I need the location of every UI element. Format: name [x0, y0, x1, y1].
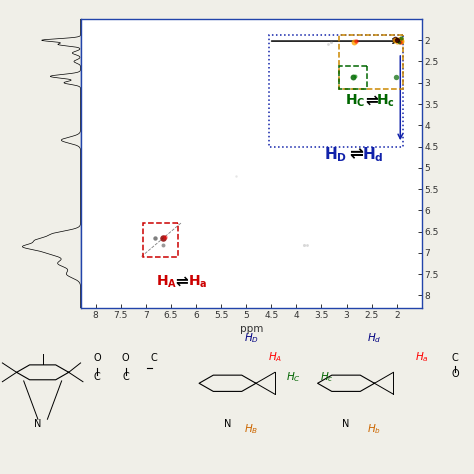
Bar — [339, 66, 367, 89]
Text: $\mathbf{H_d}$: $\mathbf{H_d}$ — [362, 145, 384, 164]
Point — [392, 36, 399, 44]
Point — [351, 72, 358, 80]
Text: O: O — [451, 369, 459, 379]
Text: $H_B$: $H_B$ — [244, 422, 258, 436]
Text: $\mathbf{\rightleftharpoons}$: $\mathbf{\rightleftharpoons}$ — [363, 93, 380, 108]
Text: $\mathbf{H_D}$: $\mathbf{H_D}$ — [324, 145, 347, 164]
Text: $\mathbf{\rightleftharpoons}$: $\mathbf{\rightleftharpoons}$ — [346, 145, 365, 163]
Text: C: C — [452, 354, 458, 364]
Point — [394, 38, 401, 46]
Text: $\mathbf{H_A}$: $\mathbf{H_A}$ — [156, 273, 178, 290]
Point — [324, 41, 332, 48]
Point — [392, 36, 400, 43]
Point — [161, 233, 169, 240]
Text: $\mathbf{H_C}$: $\mathbf{H_C}$ — [346, 92, 366, 109]
Point — [392, 37, 400, 45]
Text: N: N — [34, 419, 42, 429]
Text: C: C — [151, 354, 157, 364]
Text: $\mathbf{H_c}$: $\mathbf{H_c}$ — [376, 92, 395, 109]
Point — [392, 36, 399, 43]
X-axis label: ppm: ppm — [239, 324, 263, 334]
Point — [160, 241, 167, 249]
Point — [398, 36, 405, 43]
Point — [327, 38, 334, 46]
Point — [350, 38, 358, 46]
Text: O: O — [122, 354, 129, 364]
Point — [393, 36, 401, 44]
Point — [151, 234, 159, 242]
Text: N: N — [342, 419, 350, 429]
Point — [393, 36, 401, 44]
Point — [304, 241, 311, 249]
Bar — [269, 35, 403, 147]
Point — [232, 173, 240, 180]
Point — [396, 38, 403, 46]
Point — [395, 36, 402, 43]
Point — [395, 38, 402, 46]
Point — [398, 37, 405, 45]
Text: $\mathbf{H_a}$: $\mathbf{H_a}$ — [188, 273, 207, 290]
Text: $H_b$: $H_b$ — [367, 422, 382, 436]
Text: $H_d$: $H_d$ — [367, 331, 382, 345]
Bar — [143, 223, 178, 257]
Bar — [339, 35, 403, 89]
Point — [392, 35, 399, 43]
Text: O: O — [93, 354, 101, 364]
Point — [300, 241, 308, 249]
Point — [392, 73, 400, 81]
Point — [397, 35, 405, 42]
Point — [352, 37, 359, 45]
Point — [349, 73, 357, 81]
Text: C: C — [94, 372, 100, 382]
Text: $H_c$: $H_c$ — [320, 370, 334, 384]
Text: $H_A$: $H_A$ — [268, 350, 282, 364]
Text: C: C — [122, 372, 129, 382]
Text: $H_a$: $H_a$ — [415, 350, 429, 364]
Point — [393, 36, 401, 44]
Text: $\mathbf{\rightleftharpoons}$: $\mathbf{\rightleftharpoons}$ — [173, 274, 191, 289]
Text: $H_C$: $H_C$ — [286, 370, 301, 384]
Text: N: N — [224, 419, 231, 429]
Text: $H_D$: $H_D$ — [244, 331, 259, 345]
Point — [160, 234, 167, 242]
